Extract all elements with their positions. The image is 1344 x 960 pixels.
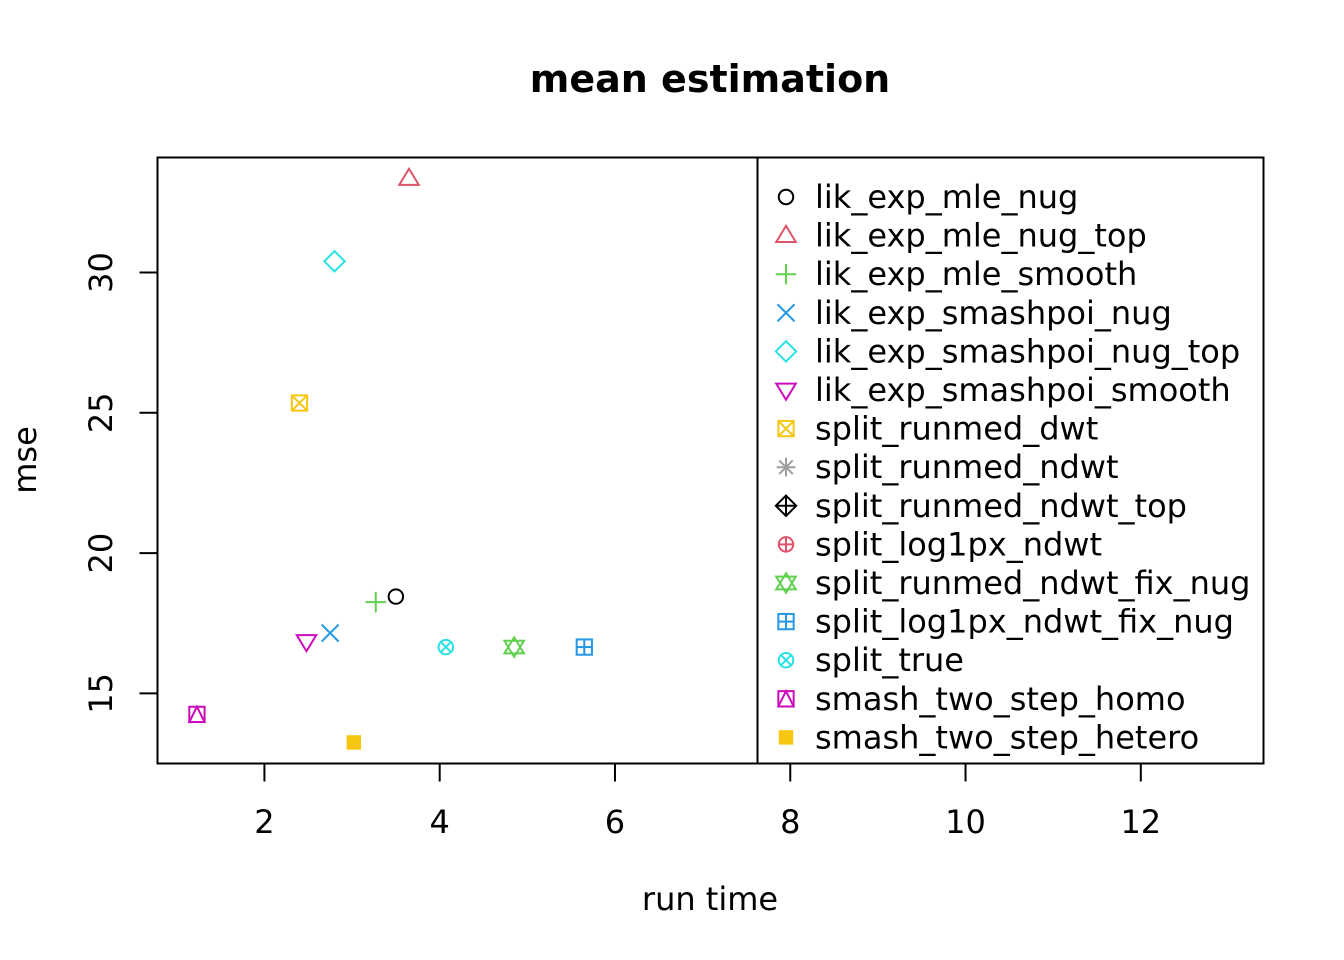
data-point-split-log1px-ndwt-fix-nug — [575, 638, 593, 656]
legend-label: lik_exp_mle_nug_top — [815, 217, 1147, 255]
legend-item: split_log1px_ndwt — [777, 525, 1102, 563]
data-point-split-runmed-dwt — [290, 394, 309, 412]
legend-marker — [774, 339, 798, 364]
y-tick-label: 25 — [82, 392, 120, 433]
legend-marker — [776, 457, 796, 477]
legend-label: smash_two_step_hetero — [815, 718, 1199, 756]
legend-item: lik_exp_smashpoi_smooth — [774, 371, 1231, 409]
legend-label: split_runmed_dwt — [815, 410, 1098, 448]
legend-item: split_true — [777, 641, 964, 679]
legend-marker — [777, 419, 795, 438]
legend-label: split_runmed_ndwt_top — [815, 487, 1187, 525]
legend-marker — [777, 612, 795, 631]
data-point-smash-two-step-hetero — [346, 735, 362, 750]
legend-label: split_runmed_ndwt_fix_nug — [815, 564, 1250, 602]
legend-item: lik_exp_smashpoi_nug — [776, 294, 1172, 332]
legend-label: split_runmed_ndwt — [815, 448, 1119, 486]
legend-label: lik_exp_mle_smooth — [815, 255, 1137, 293]
y-tick-label: 15 — [82, 673, 120, 714]
legend-label: lik_exp_smashpoi_nug_top — [815, 332, 1240, 370]
y-tick-label: 20 — [82, 533, 120, 574]
legend-marker — [776, 303, 796, 323]
y-axis-label: mse — [6, 426, 44, 494]
legend-label: lik_exp_mle_nug — [815, 178, 1078, 216]
legend-item: smash_two_step_homo — [776, 680, 1186, 718]
legend-label: split_log1px_ndwt — [815, 525, 1102, 563]
legend-item: lik_exp_mle_smooth — [775, 255, 1137, 293]
data-point-split-runmed-ndwt-fix-nug — [502, 635, 526, 659]
legend-marker — [778, 730, 794, 745]
legend-marker — [774, 494, 798, 518]
legend-item: split_runmed_ndwt_fix_nug — [774, 564, 1250, 602]
legend-label: split_true — [815, 641, 964, 679]
chart-title: mean estimation — [530, 57, 890, 101]
legend-item: split_runmed_dwt — [777, 410, 1098, 448]
data-point-lik-exp-smashpoi-smooth — [294, 634, 319, 654]
legend-item: split_runmed_ndwt_top — [774, 487, 1187, 525]
x-tick-label: 6 — [605, 803, 625, 841]
data-point-lik-exp-smashpoi-nug — [320, 623, 340, 643]
x-tick-label: 2 — [254, 803, 274, 841]
legend-marker — [777, 188, 795, 206]
legend-marker — [777, 651, 795, 669]
data-point-lik-exp-mle-nug-top — [397, 166, 421, 186]
x-tick-label: 8 — [780, 803, 800, 841]
data-point-lik-exp-smashpoi-nug-top — [322, 249, 347, 273]
legend-marker — [774, 571, 798, 595]
data-points — [187, 166, 593, 750]
legend-label: lik_exp_smashpoi_nug — [815, 294, 1172, 332]
legend-item: lik_exp_smashpoi_nug_top — [774, 332, 1240, 370]
legend-marker — [774, 223, 798, 243]
legend-label: split_log1px_ndwt_fix_nug — [815, 603, 1234, 641]
legend-label: smash_two_step_homo — [815, 680, 1186, 718]
data-point-lik-exp-mle-nug — [387, 588, 405, 605]
y-axis: 15 20 25 30 — [82, 252, 158, 714]
x-axis-label: run time — [642, 880, 778, 918]
legend-item: split_runmed_ndwt — [776, 448, 1119, 486]
legend-marker — [775, 264, 797, 285]
legend-box — [756, 156, 1265, 765]
legend-item: smash_two_step_hetero — [778, 718, 1199, 756]
x-tick-label: 10 — [945, 803, 986, 841]
x-axis: 2 4 6 8 10 12 — [254, 763, 1161, 841]
legend-item: lik_exp_mle_nug_top — [774, 217, 1147, 255]
legend-marker — [774, 382, 798, 402]
legend-marker — [777, 536, 795, 553]
y-tick-label: 30 — [82, 252, 120, 293]
x-tick-label: 4 — [430, 803, 450, 841]
data-point-split-true — [437, 638, 455, 656]
legend-item: lik_exp_mle_nug — [777, 178, 1078, 216]
data-point-smash-two-step-homo — [187, 704, 207, 724]
legend: lik_exp_mle_nuglik_exp_mle_nug_toplik_ex… — [774, 178, 1250, 756]
x-tick-label: 12 — [1120, 803, 1161, 841]
data-point-lik-exp-mle-smooth — [365, 591, 386, 613]
legend-marker — [776, 688, 796, 708]
legend-item: split_log1px_ndwt_fix_nug — [777, 603, 1234, 641]
legend-label: lik_exp_smashpoi_smooth — [815, 371, 1231, 409]
